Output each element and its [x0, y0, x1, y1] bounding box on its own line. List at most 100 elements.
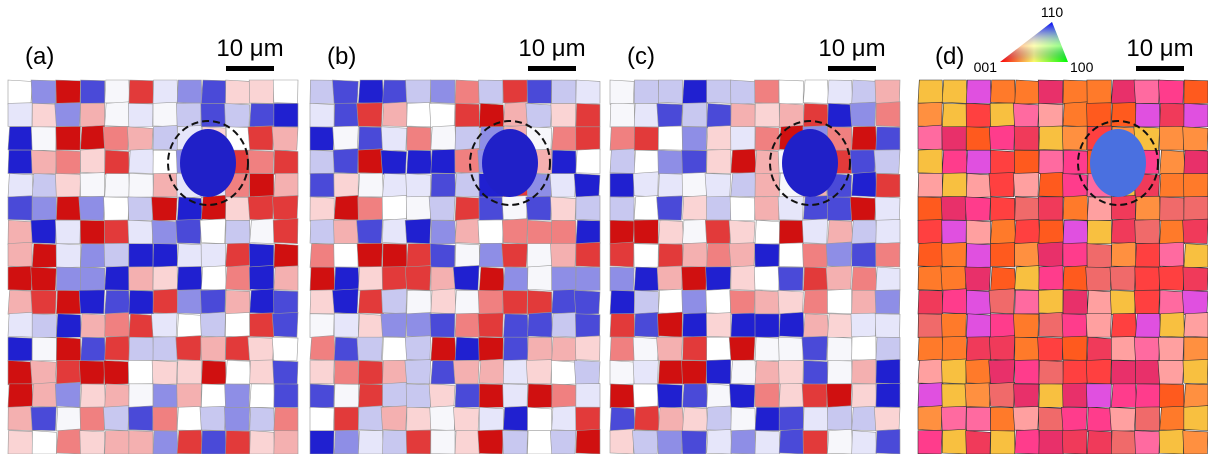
grain	[828, 197, 852, 221]
grain	[528, 244, 552, 267]
grain	[310, 127, 334, 151]
grain	[918, 80, 943, 103]
grain	[381, 127, 406, 151]
grain	[779, 337, 804, 361]
grain	[989, 336, 1014, 361]
grain	[1039, 126, 1064, 150]
grain	[991, 80, 1016, 103]
grain	[755, 103, 779, 127]
grain	[1015, 266, 1040, 291]
grain	[1013, 103, 1039, 127]
grain	[754, 197, 779, 221]
grain	[966, 150, 991, 173]
grain	[1013, 173, 1038, 197]
grain	[1110, 290, 1135, 314]
grain	[272, 195, 298, 220]
grain	[991, 219, 1016, 243]
grain	[876, 383, 900, 407]
grain	[942, 336, 966, 360]
grain	[503, 384, 528, 408]
grain	[1184, 174, 1208, 197]
grain	[1039, 431, 1063, 454]
grain	[682, 361, 707, 385]
grain	[249, 80, 274, 103]
grain	[731, 172, 756, 196]
grain	[407, 244, 432, 267]
grain	[31, 267, 57, 291]
grain	[503, 406, 528, 430]
grain	[431, 174, 456, 198]
grain	[201, 266, 226, 291]
grain	[430, 406, 455, 431]
grain	[966, 103, 990, 127]
grain	[249, 265, 274, 290]
grain	[527, 80, 552, 103]
grain	[1111, 242, 1135, 267]
grain	[250, 289, 275, 314]
grain	[755, 244, 780, 268]
grain	[528, 407, 552, 432]
scale-label: 10 μm	[1126, 35, 1193, 62]
grain	[274, 407, 298, 431]
grain	[683, 313, 708, 337]
grain	[128, 197, 153, 221]
grain	[528, 290, 552, 314]
scale-bar	[828, 66, 876, 71]
grain	[1087, 80, 1111, 103]
grain	[683, 243, 708, 267]
grain	[552, 80, 576, 103]
grain	[1158, 361, 1184, 385]
grain	[455, 80, 480, 104]
grain	[407, 127, 431, 151]
grain	[1184, 103, 1208, 127]
grain	[503, 80, 528, 103]
key-left: 001	[974, 59, 998, 75]
grain	[273, 290, 298, 314]
grain	[32, 314, 56, 338]
grain	[200, 219, 225, 244]
grain	[729, 243, 755, 267]
panel-label: (d)	[935, 43, 964, 70]
grain	[478, 313, 503, 337]
grain	[1086, 384, 1111, 407]
scale-bar	[1136, 66, 1184, 71]
grain	[248, 337, 274, 361]
grain	[610, 429, 634, 454]
grain	[683, 220, 708, 244]
grain	[707, 429, 732, 454]
grain	[248, 196, 274, 221]
grain	[707, 384, 732, 408]
grain	[79, 196, 105, 220]
grain	[406, 80, 431, 103]
grain	[1039, 266, 1063, 291]
grain	[803, 407, 828, 431]
grain	[1183, 267, 1208, 291]
grain	[56, 196, 81, 220]
grain	[249, 244, 274, 268]
grain	[129, 244, 153, 268]
grain	[551, 197, 576, 221]
grain	[479, 267, 504, 291]
grain	[657, 196, 683, 220]
grain	[310, 267, 335, 291]
grain	[828, 80, 853, 104]
grain	[105, 336, 130, 361]
grain	[250, 407, 275, 431]
grain	[682, 127, 707, 151]
grain	[453, 407, 479, 431]
grain	[250, 174, 274, 198]
grain	[852, 431, 877, 454]
grain	[1184, 244, 1208, 268]
grain	[803, 196, 828, 221]
grain	[128, 220, 153, 244]
grain	[991, 431, 1015, 454]
grain	[310, 219, 335, 243]
grain	[828, 361, 853, 385]
panel-label: (b)	[327, 43, 356, 70]
grain	[105, 150, 129, 174]
grain	[250, 219, 275, 244]
grain	[358, 289, 383, 313]
grain	[552, 289, 577, 313]
grain	[226, 80, 250, 104]
grain	[610, 384, 635, 408]
